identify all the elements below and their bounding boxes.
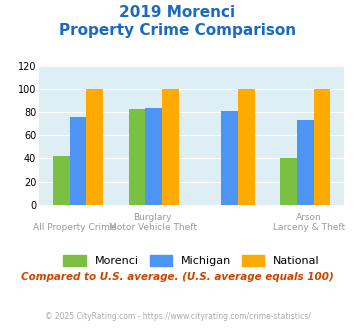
- Bar: [86, 89, 103, 205]
- Bar: [238, 89, 255, 205]
- Bar: [280, 158, 297, 205]
- Bar: [314, 89, 331, 205]
- Text: 2019 Morenci: 2019 Morenci: [119, 5, 236, 20]
- Bar: [297, 120, 314, 205]
- Bar: [129, 109, 146, 205]
- Text: Property Crime Comparison: Property Crime Comparison: [59, 23, 296, 38]
- Text: Burglary: Burglary: [133, 213, 172, 222]
- Text: © 2025 CityRating.com - https://www.cityrating.com/crime-statistics/: © 2025 CityRating.com - https://www.city…: [45, 312, 310, 321]
- Text: All Property Crime: All Property Crime: [33, 223, 115, 232]
- Text: Arson: Arson: [296, 213, 322, 222]
- Bar: [53, 156, 70, 205]
- Legend: Morenci, Michigan, National: Morenci, Michigan, National: [64, 254, 320, 266]
- Bar: [70, 117, 86, 205]
- Bar: [162, 89, 179, 205]
- Text: Compared to U.S. average. (U.S. average equals 100): Compared to U.S. average. (U.S. average …: [21, 272, 334, 282]
- Text: Larceny & Theft: Larceny & Theft: [273, 223, 345, 232]
- Text: Motor Vehicle Theft: Motor Vehicle Theft: [109, 223, 197, 232]
- Bar: [221, 111, 238, 205]
- Bar: [146, 108, 162, 205]
